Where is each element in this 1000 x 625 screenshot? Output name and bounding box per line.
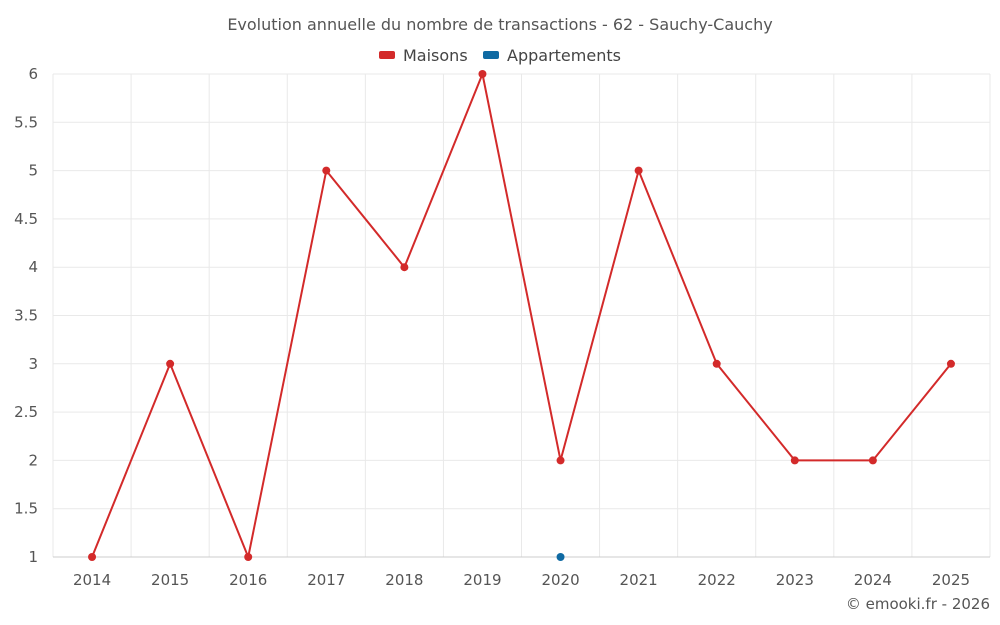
x-tick-label: 2025 [932,571,970,589]
legend-label-maisons: Maisons [403,46,468,65]
y-tick-label: 2 [28,451,38,469]
x-tick-label: 2022 [698,571,736,589]
data-point-maisons[interactable] [322,166,331,175]
data-point-maisons[interactable] [634,166,643,175]
x-tick-label: 2021 [620,571,658,589]
data-point-maisons[interactable] [868,456,877,465]
y-tick-label: 6 [28,65,38,83]
grid [52,73,991,558]
data-point-appartements[interactable] [556,553,565,561]
data-point-maisons[interactable] [400,263,409,272]
chart-title: Evolution annuelle du nombre de transact… [227,15,772,34]
y-tick-label: 3.5 [14,307,38,325]
data-point-maisons[interactable] [556,456,565,465]
legend-swatch-maisons [379,51,395,59]
x-axis-ticks: 2014 2015 2016 2017 2018 2019 2020 2021 2022 2023… [73,571,970,589]
data-point-maisons[interactable] [244,553,253,561]
y-tick-label: 5 [28,162,38,180]
data-point-maisons[interactable] [790,456,799,465]
x-tick-label: 2020 [541,571,579,589]
y-tick-label: 1 [28,548,38,566]
data-point-maisons[interactable] [88,553,97,561]
data-point-maisons[interactable] [712,359,721,368]
y-tick-label: 3 [28,355,38,373]
x-tick-label: 2023 [776,571,814,589]
y-axis-ticks: 1 1.5 2 2.5 3 3.5 4 4.5 5 5.5 6 [14,65,38,566]
data-point-maisons[interactable] [946,359,955,368]
legend-swatch-appartements [483,51,499,59]
x-tick-label: 2016 [229,571,267,589]
y-tick-label: 4.5 [14,210,38,228]
legend-item-maisons[interactable]: Maisons [379,46,468,65]
x-tick-label: 2024 [854,571,892,589]
y-tick-label: 2.5 [14,403,38,421]
legend-item-appartements[interactable]: Appartements [483,46,621,65]
legend: Maisons Appartements [379,46,621,65]
series-line-maisons [91,73,952,558]
x-tick-label: 2017 [307,571,345,589]
credit-text: © emooki.fr - 2026 [846,595,990,613]
series [88,70,955,561]
legend-label-appartements: Appartements [507,46,621,65]
x-tick-label: 2015 [151,571,189,589]
x-tick-label: 2019 [463,571,501,589]
y-tick-label: 5.5 [14,113,38,131]
y-tick-label: 1.5 [14,500,38,518]
x-tick-label: 2018 [385,571,423,589]
x-tick-label: 2014 [73,571,111,589]
y-tick-label: 4 [28,258,38,276]
data-point-maisons[interactable] [166,359,175,368]
data-point-maisons[interactable] [478,70,487,78]
